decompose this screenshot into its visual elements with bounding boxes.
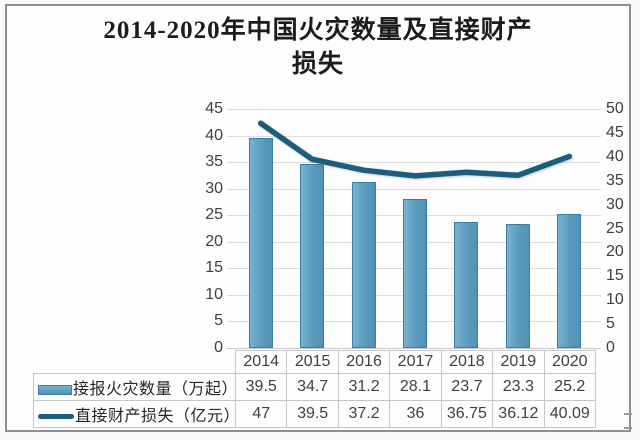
value-2016-series1: 37.2 xyxy=(337,400,391,428)
value-2019-series0: 23.3 xyxy=(492,373,545,401)
watermark-fragment xyxy=(624,413,632,429)
gridline-40 xyxy=(227,136,601,137)
value-2017-series1: 36 xyxy=(389,400,442,428)
right-axis-tick-5: 5 xyxy=(606,315,615,333)
gridline-30 xyxy=(227,189,601,190)
value-2017-series0: 28.1 xyxy=(389,373,442,401)
value-2014-series0: 39.5 xyxy=(234,373,288,401)
value-2020-series1: 40.09 xyxy=(543,400,596,428)
value-2015-series0: 34.7 xyxy=(286,373,339,401)
right-axis-tick-40: 40 xyxy=(606,147,624,165)
year-label-2015: 2015 xyxy=(286,350,339,374)
year-header-row: 2014 2015 2016 2017 2018 2019 2020 xyxy=(34,350,596,374)
gridline-35 xyxy=(227,162,601,163)
line-legend-swatch-icon xyxy=(38,414,74,419)
left-axis-tick-10: 10 xyxy=(205,285,223,303)
left-axis-tick-35: 35 xyxy=(205,153,223,171)
value-2018-series0: 23.7 xyxy=(440,373,494,401)
series-label-0: 接报火灾数量（万起） xyxy=(73,381,236,398)
left-axis-tick-25: 25 xyxy=(205,206,223,224)
right-axis-tick-20: 20 xyxy=(606,243,624,261)
left-axis-tick-5: 5 xyxy=(214,312,223,330)
right-axis-tick-10: 10 xyxy=(606,291,624,309)
value-2014-series1: 47 xyxy=(234,400,288,428)
right-axis-tick-25: 25 xyxy=(606,219,624,237)
bar-2015 xyxy=(300,163,325,348)
bar-legend-swatch-icon xyxy=(38,385,72,395)
bar-2018 xyxy=(454,222,479,348)
bar-2019 xyxy=(505,224,530,348)
right-axis-tick-35: 35 xyxy=(606,171,624,189)
legend-data-table: 2014 2015 2016 2017 2018 2019 2020 接报火灾数量（万起） 39… xyxy=(33,350,596,428)
right-axis-tick-30: 30 xyxy=(606,195,624,213)
right-axis-tick-0: 0 xyxy=(606,339,615,356)
value-2015-series1: 39.5 xyxy=(286,400,339,428)
chart-title: 2014-2020年中国火灾数量及直接财产 损失 xyxy=(5,14,631,82)
chart-title-line1: 2014-2020年中国火灾数量及直接财产 xyxy=(103,17,533,44)
bar-2017 xyxy=(403,198,427,348)
year-label-2016: 2016 xyxy=(337,350,391,374)
series-label-1: 直接财产损失（亿元） xyxy=(75,408,236,425)
series-row-property-loss: 直接财产损失（亿元） 47 39.5 37.2 36 36.75 36.12 40.09 xyxy=(33,400,596,428)
value-2019-series1: 36.12 xyxy=(492,400,545,428)
left-axis-tick-0: 0 xyxy=(214,339,223,356)
year-label-2020: 2020 xyxy=(543,350,596,374)
year-label-2017: 2017 xyxy=(389,350,442,374)
right-axis-tick-50: 50 xyxy=(606,100,624,117)
left-axis-tick-40: 40 xyxy=(205,126,223,144)
value-2020-series0: 25.2 xyxy=(543,373,596,401)
blank-corner-cell xyxy=(34,351,236,374)
legend-cell-bar: 接报火灾数量（万起） xyxy=(33,373,236,401)
bar-2014 xyxy=(248,138,273,348)
left-axis-tick-15: 15 xyxy=(205,259,223,277)
bar-2016 xyxy=(351,182,376,348)
right-axis-tick-45: 45 xyxy=(606,123,624,141)
year-label-2019: 2019 xyxy=(492,350,545,374)
series-row-fire-count: 接报火灾数量（万起） 39.5 34.7 31.2 28.1 23.7 23.3 25.2 xyxy=(33,373,596,401)
right-axis-tick-15: 15 xyxy=(606,267,624,285)
year-label-2014: 2014 xyxy=(234,350,288,374)
value-2016-series0: 31.2 xyxy=(337,373,391,401)
chart-title-line2: 损失 xyxy=(291,51,344,78)
year-label-2018: 2018 xyxy=(440,350,494,374)
value-2018-series1: 36.75 xyxy=(440,400,494,428)
legend-cell-line: 直接财产损失（亿元） xyxy=(33,400,236,428)
gridline-45 xyxy=(227,109,601,110)
gridline-0 xyxy=(227,348,601,349)
bar-2020 xyxy=(557,214,582,348)
left-axis-tick-30: 30 xyxy=(205,179,223,197)
left-axis-tick-20: 20 xyxy=(205,232,223,250)
left-axis-tick-45: 45 xyxy=(205,100,223,117)
